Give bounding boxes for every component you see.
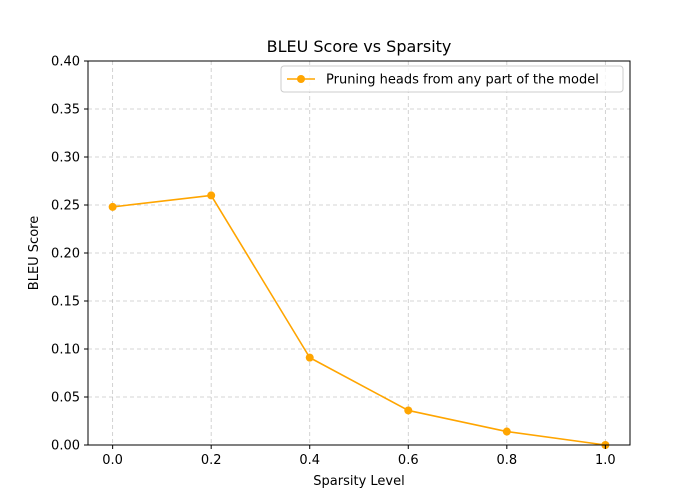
legend-marker-swatch: [297, 75, 305, 83]
y-tick-label: 0.00: [51, 439, 80, 454]
data-point: [404, 406, 413, 415]
legend: Pruning heads from any part of the model: [280, 65, 624, 93]
y-tick-label: 0.30: [51, 151, 80, 166]
y-tick-label: 0.05: [51, 391, 80, 406]
legend-box: [280, 65, 624, 93]
y-tick-label: 0.10: [51, 343, 80, 358]
y-tick-label: 0.25: [51, 199, 80, 214]
x-tick-label: 0.4: [299, 453, 320, 468]
chart-title: BLEU Score vs Sparsity: [267, 37, 452, 56]
y-axis-ticks: 0.00 0.05 0.10 0.15 0.20 0.25 0.30 0.35 0.40: [51, 55, 88, 454]
series-line: [112, 194, 606, 446]
data-point: [502, 427, 511, 436]
y-axis-label: BLEU Score: [27, 216, 42, 290]
x-tick-label: 1.0: [595, 453, 616, 468]
x-tick-label: 0.6: [398, 453, 419, 468]
x-tick-label: 0.0: [102, 453, 123, 468]
y-tick-label: 0.20: [51, 247, 80, 262]
y-tick-label: 0.15: [51, 295, 80, 310]
x-axis-ticks: 0.0 0.2 0.4 0.6 0.8 1.0: [102, 445, 616, 468]
x-tick-label: 0.2: [201, 453, 222, 468]
data-point: [207, 191, 216, 200]
x-axis-label: Sparsity Level: [313, 474, 404, 489]
x-tick-label: 0.8: [496, 453, 517, 468]
y-tick-label: 0.40: [51, 55, 80, 70]
series-layer: [108, 191, 610, 449]
data-point: [108, 202, 117, 211]
y-tick-label: 0.35: [51, 103, 80, 118]
data-point: [305, 353, 314, 362]
legend-entry-label: Pruning heads from any part of the model: [326, 73, 599, 88]
